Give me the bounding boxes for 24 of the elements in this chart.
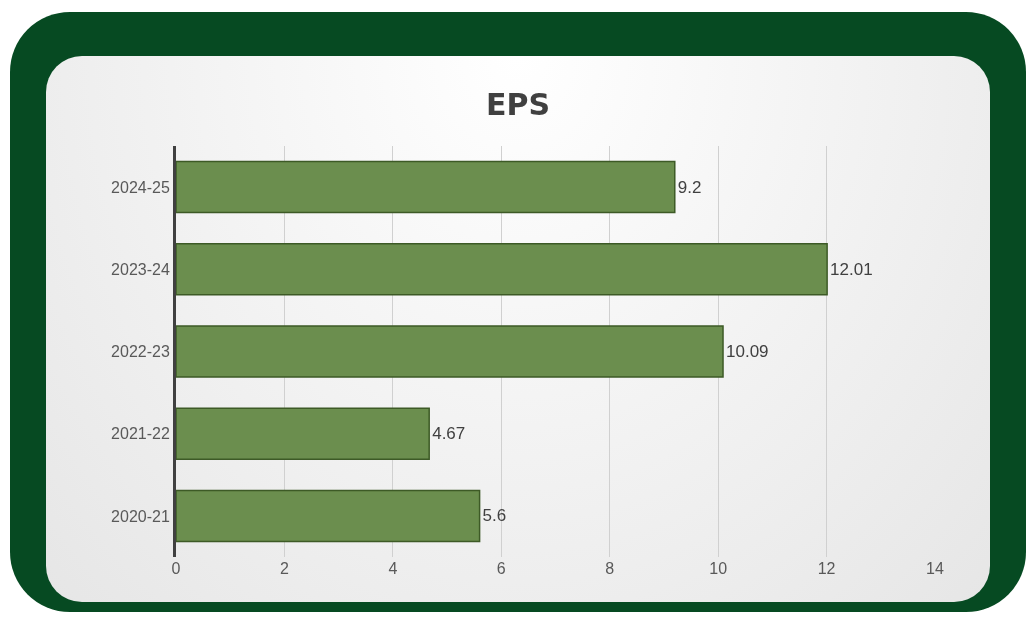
x-tick-label: 12 [817, 560, 836, 577]
x-tick-label: 8 [605, 560, 615, 577]
y-tick-label: 2020-21 [111, 507, 170, 525]
data-label: 12.01 [830, 259, 873, 279]
bar [176, 160, 676, 214]
y-tick-label: 2023-24 [111, 260, 170, 278]
y-tick-label: 2024-25 [111, 178, 170, 196]
y-tick-label: 2022-23 [111, 343, 170, 361]
data-label: 4.67 [432, 424, 466, 444]
bar [176, 243, 828, 296]
y-tick-label: 2021-22 [111, 425, 170, 443]
x-tick-label: 14 [926, 560, 944, 577]
x-tick-label: 2 [279, 560, 289, 577]
data-label: 5.6 [482, 506, 507, 526]
x-tick-label: 4 [388, 560, 398, 577]
x-tick-label: 10 [709, 560, 728, 577]
x-tick-label: 6 [496, 560, 506, 577]
bar [176, 489, 481, 543]
data-label: 9.2 [677, 177, 702, 197]
bar [176, 407, 430, 460]
x-tick-label: 0 [171, 560, 181, 577]
chart-title: EPS [485, 87, 551, 123]
data-label: 10.09 [726, 342, 769, 361]
bar [176, 325, 724, 378]
